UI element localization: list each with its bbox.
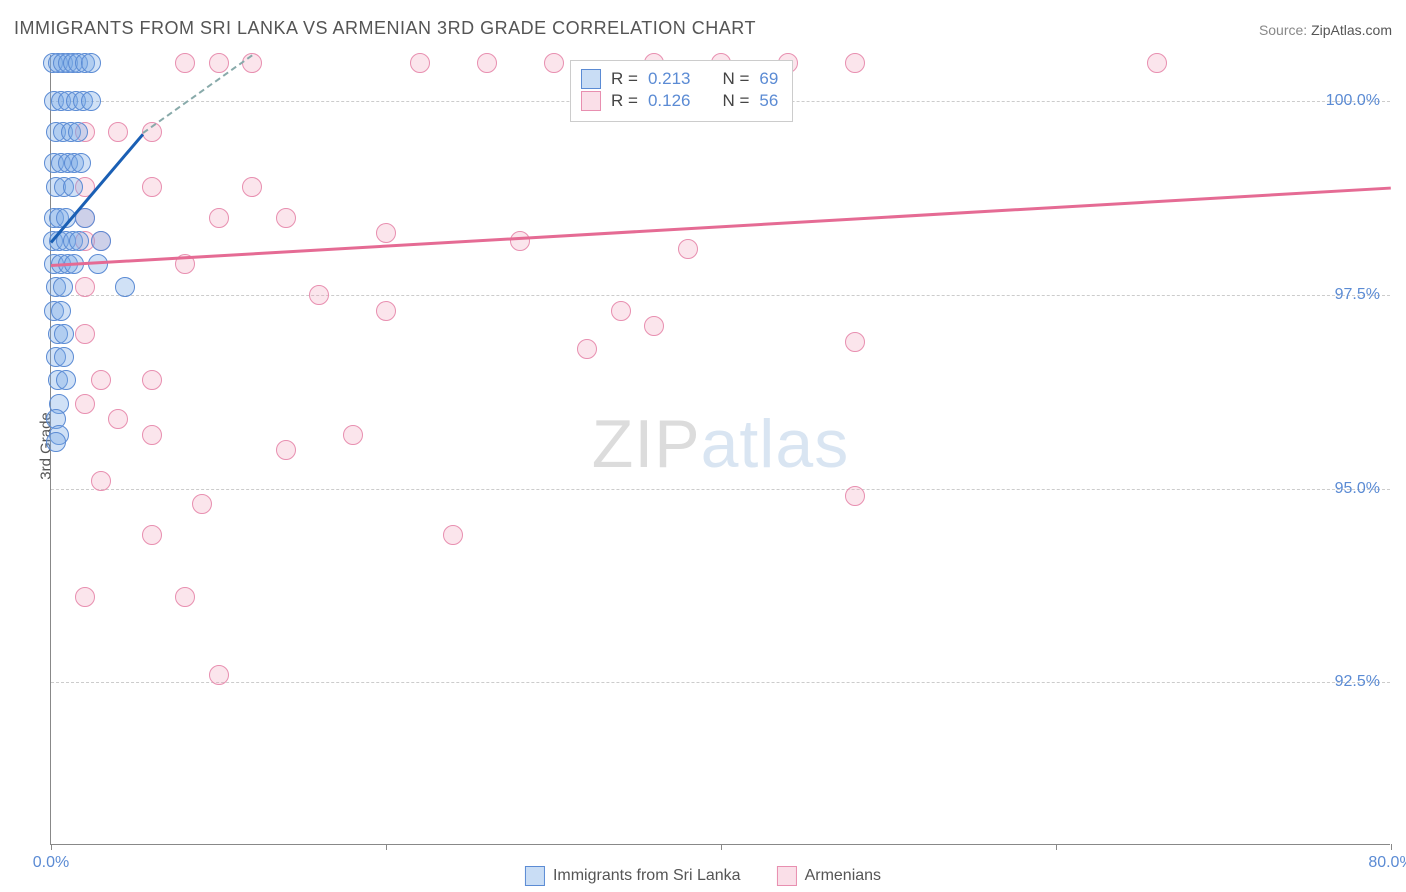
swatch-blue xyxy=(525,866,545,886)
scatter-point-pink xyxy=(91,370,111,390)
stats-row-blue: R = 0.213 N = 69 xyxy=(581,69,778,89)
scatter-point-pink xyxy=(142,525,162,545)
scatter-point-blue xyxy=(54,324,74,344)
plot-area: ZIPatlas 92.5%95.0%97.5%100.0%0.0%80.0% xyxy=(50,55,1390,845)
scatter-point-blue xyxy=(54,347,74,367)
scatter-point-pink xyxy=(142,425,162,445)
scatter-point-blue xyxy=(115,277,135,297)
stats-row-pink: R = 0.126 N = 56 xyxy=(581,91,778,111)
scatter-point-pink xyxy=(376,301,396,321)
legend-item-pink: Armenians xyxy=(777,866,881,886)
swatch-pink xyxy=(581,91,601,111)
stat-r-pink: 0.126 xyxy=(648,91,691,111)
trend-line-dashed xyxy=(143,55,253,134)
scatter-point-pink xyxy=(845,53,865,73)
scatter-point-pink xyxy=(276,440,296,460)
scatter-point-pink xyxy=(108,122,128,142)
scatter-point-blue xyxy=(81,91,101,111)
scatter-point-pink xyxy=(443,525,463,545)
scatter-point-pink xyxy=(209,53,229,73)
source-attribution: Source: ZipAtlas.com xyxy=(1259,22,1392,38)
scatter-point-pink xyxy=(192,494,212,514)
scatter-point-pink xyxy=(75,277,95,297)
scatter-point-pink xyxy=(644,316,664,336)
scatter-point-pink xyxy=(108,409,128,429)
scatter-point-pink xyxy=(75,394,95,414)
scatter-point-pink xyxy=(209,665,229,685)
ytick-label: 92.5% xyxy=(1335,673,1380,691)
scatter-point-pink xyxy=(142,370,162,390)
stat-n-pink: 56 xyxy=(759,91,778,111)
chart-container: IMMIGRANTS FROM SRI LANKA VS ARMENIAN 3R… xyxy=(0,0,1406,892)
legend-bottom: Immigrants from Sri Lanka Armenians xyxy=(525,866,881,886)
legend-item-blue: Immigrants from Sri Lanka xyxy=(525,866,741,886)
scatter-point-pink xyxy=(175,587,195,607)
scatter-point-pink xyxy=(91,471,111,491)
xtick-mark xyxy=(721,844,722,850)
ytick-label: 97.5% xyxy=(1335,286,1380,304)
scatter-point-pink xyxy=(142,177,162,197)
scatter-point-pink xyxy=(678,239,698,259)
swatch-pink xyxy=(777,866,797,886)
scatter-point-pink xyxy=(477,53,497,73)
chart-title: IMMIGRANTS FROM SRI LANKA VS ARMENIAN 3R… xyxy=(14,18,756,39)
stat-n-blue: 69 xyxy=(759,69,778,89)
source-label: Source: xyxy=(1259,22,1307,38)
scatter-point-blue xyxy=(53,277,73,297)
scatter-point-pink xyxy=(376,223,396,243)
scatter-point-blue xyxy=(68,122,88,142)
scatter-point-pink xyxy=(845,486,865,506)
source-value: ZipAtlas.com xyxy=(1311,22,1392,38)
watermark-text-a: ZIP xyxy=(592,405,701,481)
xtick-mark xyxy=(51,844,52,850)
scatter-point-pink xyxy=(209,208,229,228)
watermark-text-b: atlas xyxy=(701,405,850,481)
xtick-mark xyxy=(1391,844,1392,850)
scatter-point-pink xyxy=(175,53,195,73)
xtick-mark xyxy=(1056,844,1057,850)
stat-r-label: R = xyxy=(611,69,638,89)
legend-label-blue: Immigrants from Sri Lanka xyxy=(553,867,741,885)
xtick-mark xyxy=(386,844,387,850)
scatter-point-pink xyxy=(544,53,564,73)
xtick-label: 0.0% xyxy=(33,854,69,872)
scatter-point-pink xyxy=(410,53,430,73)
scatter-point-pink xyxy=(577,339,597,359)
scatter-point-pink xyxy=(845,332,865,352)
watermark: ZIPatlas xyxy=(592,404,849,482)
stat-n-label: N = xyxy=(722,69,749,89)
legend-label-pink: Armenians xyxy=(805,867,881,885)
swatch-blue xyxy=(581,69,601,89)
gridline-h xyxy=(51,489,1390,490)
xtick-label: 80.0% xyxy=(1368,854,1406,872)
stat-n-label: N = xyxy=(722,91,749,111)
scatter-point-blue xyxy=(81,53,101,73)
scatter-point-blue xyxy=(91,231,111,251)
scatter-point-pink xyxy=(75,587,95,607)
scatter-point-blue xyxy=(63,177,83,197)
stat-r-label: R = xyxy=(611,91,638,111)
ytick-label: 100.0% xyxy=(1326,92,1380,110)
scatter-point-pink xyxy=(510,231,530,251)
scatter-point-blue xyxy=(56,370,76,390)
scatter-point-pink xyxy=(309,285,329,305)
scatter-point-pink xyxy=(276,208,296,228)
scatter-point-pink xyxy=(242,177,262,197)
scatter-point-blue xyxy=(71,153,91,173)
trend-line-trend-pink xyxy=(51,187,1391,267)
stat-r-blue: 0.213 xyxy=(648,69,691,89)
ytick-label: 95.0% xyxy=(1335,480,1380,498)
scatter-point-pink xyxy=(75,324,95,344)
gridline-h xyxy=(51,295,1390,296)
scatter-point-blue xyxy=(51,301,71,321)
scatter-point-blue xyxy=(46,432,66,452)
stats-legend-box: R = 0.213 N = 69 R = 0.126 N = 56 xyxy=(570,60,793,122)
gridline-h xyxy=(51,682,1390,683)
scatter-point-pink xyxy=(611,301,631,321)
scatter-point-blue xyxy=(69,231,89,251)
scatter-point-pink xyxy=(343,425,363,445)
scatter-point-pink xyxy=(1147,53,1167,73)
